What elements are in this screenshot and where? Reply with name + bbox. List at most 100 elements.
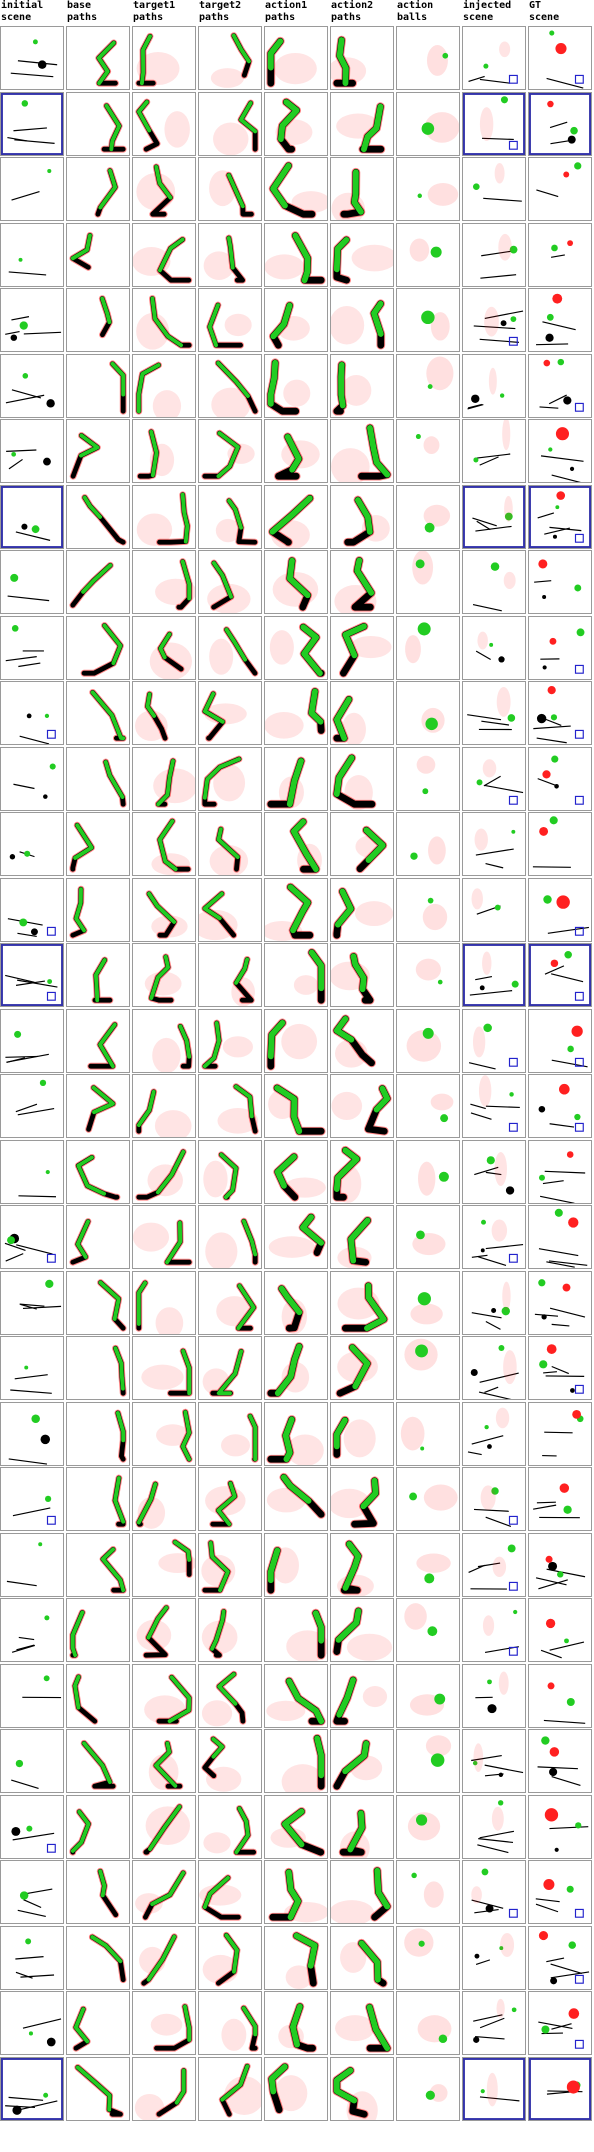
cell-target1-row-28 <box>132 1794 196 1859</box>
cell-graphic <box>136 428 175 480</box>
scene-platform <box>11 1779 39 1790</box>
path-green-trace <box>155 1149 186 1194</box>
ball-heatmap <box>424 111 459 143</box>
column-header-target1: target1 paths <box>133 0 175 24</box>
cell-gt-row-13 <box>528 812 592 876</box>
gt-action-ball <box>563 171 570 178</box>
scene-object <box>549 1767 558 1777</box>
ball-green <box>411 1872 417 1879</box>
scene-platform <box>550 1962 583 1974</box>
cell-graphic <box>209 825 249 875</box>
injected-heatmap <box>479 106 494 141</box>
scene-platform <box>481 720 510 726</box>
cell-graphic <box>4 1233 56 1263</box>
cell-action2-row-19 <box>330 1205 394 1269</box>
cell-action2-row-4 <box>330 222 394 287</box>
cell-action2-row-18 <box>330 1139 394 1204</box>
cell-balls-row-1 <box>396 26 460 90</box>
cell-action1-row-16 <box>264 1008 328 1073</box>
scene-platform <box>536 189 559 198</box>
scene-platform <box>479 2017 505 2029</box>
scene-frame <box>463 92 525 155</box>
cell-base-row-27 <box>66 1729 130 1793</box>
cell-graphic <box>409 1484 458 1511</box>
path-green-trace <box>287 883 311 933</box>
cell-graphic <box>417 2015 452 2043</box>
ball-green <box>422 1027 434 1039</box>
scene-platform <box>484 1386 499 1393</box>
cell-target2-row-17 <box>198 1074 262 1138</box>
cell-graphic <box>471 887 501 915</box>
scene-platform <box>539 405 559 409</box>
path-green-trace <box>202 891 224 920</box>
path-green-trace <box>224 627 248 662</box>
cell-injected-row-2 <box>462 91 526 156</box>
path-green-trace <box>149 954 171 1000</box>
cell-balls-row-27 <box>396 1729 460 1793</box>
cell-graphic <box>423 504 451 533</box>
cell-graphic <box>22 2018 62 2047</box>
scene-platform <box>546 77 584 89</box>
scene-target-ball <box>564 950 572 959</box>
cell-initial-row-8 <box>0 484 64 549</box>
path-heatmap <box>224 2075 261 2115</box>
cell-graphic <box>335 2002 392 2053</box>
scene-object <box>538 1105 546 1113</box>
cell-target2-row-27 <box>198 1729 262 1793</box>
cell-graphic <box>135 1480 166 1529</box>
path-heatmap <box>150 2013 183 2036</box>
scene-goal-cup <box>574 74 584 84</box>
scene-platform <box>543 1371 557 1374</box>
scene-target-ball <box>19 917 28 926</box>
cell-graphic <box>331 299 386 350</box>
cell-graphic <box>538 2008 584 2049</box>
scene-platform <box>546 1261 575 1268</box>
scene-object <box>26 713 32 719</box>
scene-platform <box>5 1253 24 1262</box>
cell-graphic <box>13 762 56 799</box>
cell-action1-row-5 <box>264 288 328 352</box>
column-header-initial: initial scene <box>1 0 43 24</box>
ball-heatmap <box>416 755 436 774</box>
cell-injected-row-1 <box>462 26 526 90</box>
cell-graphic <box>417 183 459 206</box>
cell-graphic <box>275 97 313 154</box>
cell-balls-row-8 <box>396 484 460 549</box>
cell-action1-row-28 <box>264 1794 328 1859</box>
path-green-trace <box>333 754 355 797</box>
cell-target2-row-6 <box>198 353 262 418</box>
scene-object <box>554 783 559 789</box>
scene-target-ball <box>43 1674 50 1681</box>
scene-platform <box>551 973 584 983</box>
scene-goal-cup <box>574 533 584 543</box>
scene-platform <box>474 1166 499 1175</box>
ball-heatmap <box>423 436 440 455</box>
scene-target-ball <box>44 713 50 719</box>
cell-target1-row-7 <box>132 419 196 483</box>
cell-graphic <box>331 35 367 88</box>
cell-action2-row-1 <box>330 26 394 90</box>
cell-graphic <box>210 32 253 88</box>
cell-action2-row-14 <box>330 877 394 942</box>
path-green-trace <box>216 827 240 860</box>
cell-injected-row-28 <box>462 1794 526 1859</box>
scene-platform <box>536 343 569 346</box>
scene-platform <box>476 520 491 530</box>
scene-goal-cup <box>508 795 518 805</box>
gt-action-ball <box>562 1283 571 1291</box>
scene-platform <box>482 137 514 140</box>
column-header-injected: injected scene <box>463 0 511 24</box>
cell-graphic <box>529 944 591 1006</box>
scene-object <box>554 1847 559 1852</box>
cell-graphic <box>201 690 247 742</box>
scene-platform <box>534 1313 559 1317</box>
scene-platform <box>544 965 565 975</box>
path-heatmap <box>155 1306 184 1334</box>
ball-green <box>427 897 434 903</box>
scene-target-ball <box>563 1505 572 1514</box>
cell-balls-row-29 <box>396 1860 460 1924</box>
scene-platform <box>8 1457 48 1465</box>
cell-base-row-25 <box>66 1598 130 1662</box>
cell-graphic <box>474 1932 515 1965</box>
cell-gt-row-21 <box>528 1336 592 1400</box>
